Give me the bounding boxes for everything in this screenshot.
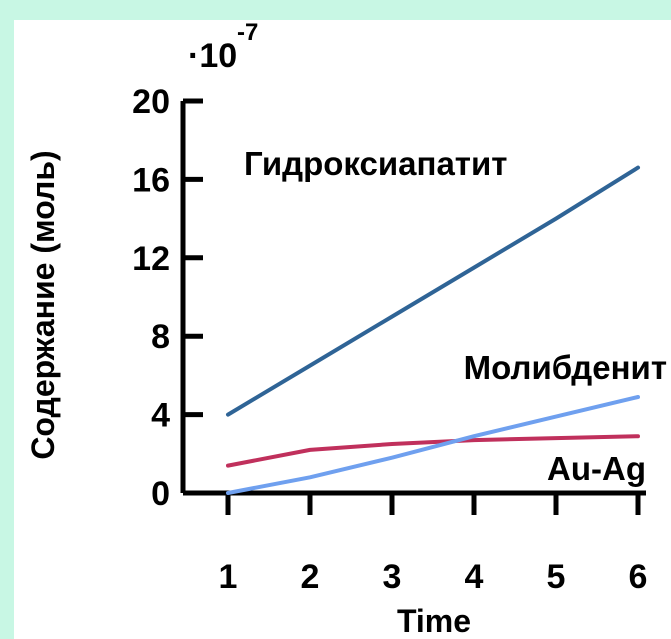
y-tick-label: 12: [132, 240, 170, 278]
series-line-0: [226, 165, 640, 417]
x-tick-label: 6: [629, 558, 648, 596]
series-label-2: Au-Ag: [547, 450, 646, 487]
x-tick-label: 2: [301, 558, 320, 596]
y-axis-multiplier: ·10 -7: [188, 19, 258, 75]
y-tick-label: 20: [132, 83, 170, 121]
x-tick-label: 4: [465, 558, 484, 596]
series-labels: Гидроксиапатит Молибденит Au-Ag: [244, 145, 667, 487]
chart-panel: [14, 20, 671, 639]
series-line-2: [226, 434, 640, 468]
multiplier-exponent: -7: [237, 19, 258, 46]
x-axis: 1 2 3 4 5 6: [183, 490, 648, 596]
x-tick-label: 5: [547, 558, 566, 596]
y-axis-title: Содержание (моль): [25, 150, 61, 459]
y-tick-label: 16: [132, 161, 170, 199]
x-axis-title: Time: [397, 603, 471, 639]
multiplier-base: ·10: [188, 37, 237, 75]
series-label-1: Молибденит: [464, 349, 667, 386]
y-tick-label: 0: [151, 475, 170, 513]
series-lines: [226, 165, 640, 495]
series-line-1: [226, 395, 640, 495]
x-tick-label: 1: [219, 558, 238, 596]
y-tick-label: 4: [151, 397, 170, 435]
y-tick-label: 8: [151, 318, 170, 356]
y-axis: 0 4 8 12 16 20: [132, 83, 203, 513]
x-tick-label: 3: [383, 558, 402, 596]
series-label-0: Гидроксиапатит: [244, 145, 507, 182]
